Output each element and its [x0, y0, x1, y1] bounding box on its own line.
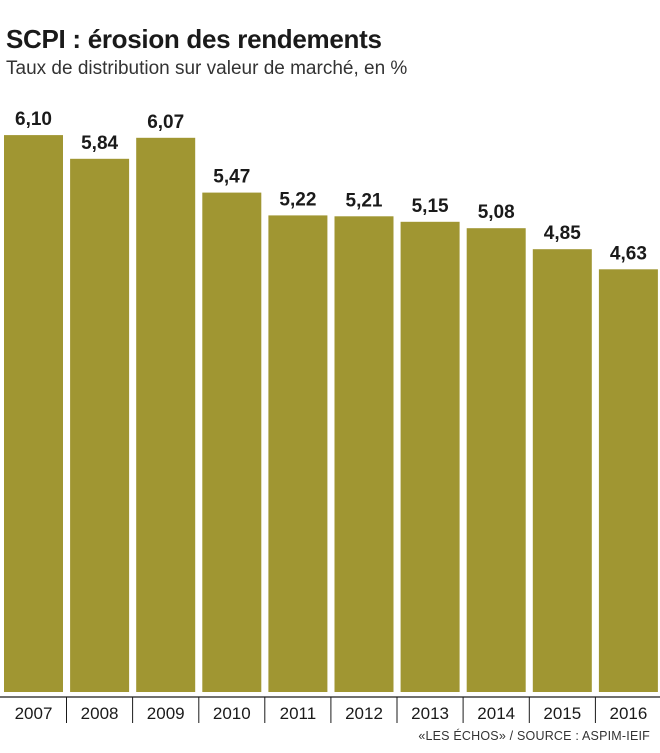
x-tick-label-2011: 2011 — [280, 704, 317, 723]
bar-2009 — [136, 137, 196, 693]
bar-2015 — [532, 249, 592, 692]
bar-2007 — [4, 135, 63, 693]
bar-2008 — [70, 158, 130, 693]
x-tick-label-2009: 2009 — [147, 704, 185, 723]
bar-2014 — [466, 228, 526, 692]
x-tick-label-2014: 2014 — [477, 704, 515, 723]
x-tick-label-2013: 2013 — [411, 704, 449, 723]
x-tick-label-2007: 2007 — [15, 704, 53, 723]
bar-2010 — [202, 192, 262, 692]
value-label-2009: 6,07 — [147, 112, 184, 133]
value-label-2013: 5,15 — [412, 196, 449, 217]
value-label-2016: 4,63 — [610, 243, 647, 264]
value-label-2011: 5,22 — [279, 189, 316, 210]
chart-subtitle: Taux de distribution sur valeur de march… — [6, 58, 408, 79]
value-label-2015: 4,85 — [544, 223, 581, 244]
x-tick-label-2016: 2016 — [609, 704, 647, 723]
bar-2016 — [598, 269, 658, 692]
x-tick-label-2008: 2008 — [81, 704, 119, 723]
bar-2012 — [334, 216, 394, 693]
bar-2013 — [400, 221, 460, 693]
value-label-2007: 6,10 — [15, 109, 52, 130]
bar-2011 — [268, 215, 328, 692]
value-label-2008: 5,84 — [81, 133, 118, 154]
x-tick-label-2015: 2015 — [543, 704, 581, 723]
source-credit: «LES ÉCHOS» / SOURCE : ASPIM-IEIF — [418, 729, 650, 743]
x-tick-label-2010: 2010 — [213, 704, 251, 723]
value-label-2014: 5,08 — [478, 202, 515, 223]
value-label-2012: 5,21 — [346, 190, 383, 211]
value-label-2010: 5,47 — [213, 167, 250, 188]
x-tick-label-2012: 2012 — [345, 704, 383, 723]
chart-title: SCPI : érosion des rendements — [6, 24, 382, 54]
